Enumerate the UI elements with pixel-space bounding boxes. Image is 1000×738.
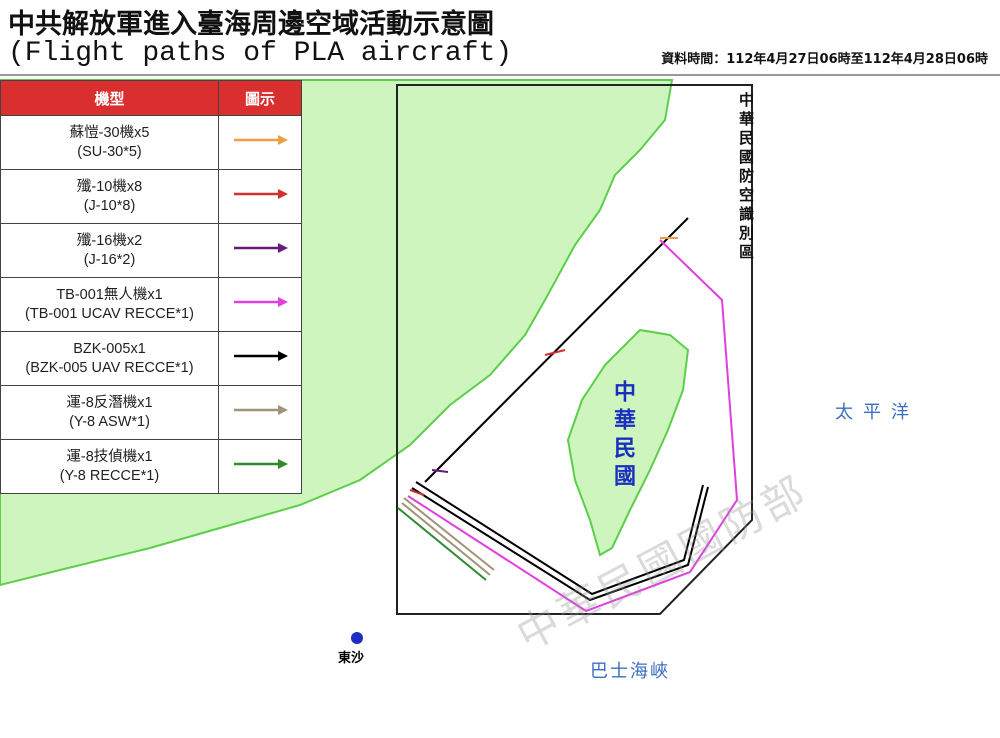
legend-symbol bbox=[218, 385, 302, 440]
legend-row: BZK-005x1 (BZK-005 UAV RECCE*1) bbox=[0, 331, 302, 386]
adiz-label: 中華民國防空識別區 bbox=[737, 92, 755, 263]
y8-recce-path bbox=[397, 507, 487, 581]
data-time: 資料時間：112年4月27日06時至112年4月28日06時 bbox=[661, 52, 988, 67]
flight-paths bbox=[397, 217, 739, 613]
aircraft-name-zh: 殲-16機x2 bbox=[76, 232, 143, 249]
legend-row: 殲-16機x2 (J-16*2) bbox=[0, 223, 302, 278]
aircraft-name-zh: 運-8技偵機x1 bbox=[66, 448, 153, 465]
taiwan-island bbox=[566, 328, 690, 557]
arrow-icon bbox=[234, 135, 288, 145]
aircraft-name-en: (J-16*2) bbox=[83, 251, 136, 268]
aircraft-name-en: (TB-001 UCAV RECCE*1) bbox=[25, 305, 194, 322]
legend-table: 機型 圖示 蘇愷-30機x5 (SU-30*5) 殲-10機x8 (J-10*8) … bbox=[0, 80, 302, 494]
bashi-label: 巴士海峽 bbox=[590, 661, 670, 682]
aircraft-type: TB-001無人機x1 (TB-001 UCAV RECCE*1) bbox=[0, 277, 219, 332]
y8-asw-path-b bbox=[401, 502, 491, 576]
arrow-icon bbox=[234, 405, 288, 415]
j16-marker bbox=[431, 469, 449, 473]
tb001-path bbox=[407, 239, 739, 613]
legend-row: 殲-10機x8 (J-10*8) bbox=[0, 169, 302, 224]
page-title: 中共解放軍進入臺海周邊空域活動示意圖 bbox=[8, 9, 494, 40]
arrow-icon bbox=[234, 351, 288, 361]
arrow-icon bbox=[234, 297, 288, 307]
adiz-boundary bbox=[396, 84, 753, 615]
divider bbox=[0, 74, 1000, 76]
y8-asw-path bbox=[403, 497, 495, 571]
aircraft-name-zh: 殲-10機x8 bbox=[76, 178, 143, 195]
legend-row: 運-8反潛機x1 (Y-8 ASW*1) bbox=[0, 385, 302, 440]
col-aircraft-type: 機型 bbox=[0, 80, 219, 116]
aircraft-type: 運-8技偵機x1 (Y-8 RECCE*1) bbox=[0, 439, 219, 494]
pacific-label: 太平洋 bbox=[835, 402, 919, 423]
aircraft-type: 運-8反潛機x1 (Y-8 ASW*1) bbox=[0, 385, 219, 440]
aircraft-type: 蘇愷-30機x5 (SU-30*5) bbox=[0, 115, 219, 170]
aircraft-name-en: (SU-30*5) bbox=[77, 143, 142, 160]
aircraft-type: 殲-16機x2 (J-16*2) bbox=[0, 223, 219, 278]
legend-symbol bbox=[218, 277, 302, 332]
bzk005-path-north bbox=[424, 217, 689, 483]
bzk005-path-south bbox=[411, 486, 709, 602]
aircraft-name-zh: 運-8反潛機x1 bbox=[66, 394, 153, 411]
legend-symbol bbox=[218, 169, 302, 224]
aircraft-name-zh: 蘇愷-30機x5 bbox=[69, 124, 150, 141]
aircraft-name-en: (J-10*8) bbox=[83, 197, 136, 214]
bzk005-path-south-b bbox=[415, 481, 704, 596]
taiwan-label: 中華民國 bbox=[610, 380, 635, 492]
legend-row: TB-001無人機x1 (TB-001 UCAV RECCE*1) bbox=[0, 277, 302, 332]
legend-symbol bbox=[218, 331, 302, 386]
col-symbol: 圖示 bbox=[218, 80, 302, 116]
arrow-icon bbox=[234, 243, 288, 253]
legend-row: 運-8技偵機x1 (Y-8 RECCE*1) bbox=[0, 439, 302, 494]
aircraft-type: 殲-10機x8 (J-10*8) bbox=[0, 169, 219, 224]
aircraft-name-zh: BZK-005x1 bbox=[73, 340, 146, 357]
arrow-icon bbox=[234, 459, 288, 469]
legend-symbol bbox=[218, 115, 302, 170]
aircraft-name-en: (Y-8 ASW*1) bbox=[69, 413, 150, 430]
legend-symbol bbox=[218, 439, 302, 494]
page-subtitle: (Flight paths of PLA aircraft) bbox=[8, 38, 513, 69]
aircraft-name-en: (BZK-005 UAV RECCE*1) bbox=[25, 359, 194, 376]
legend-symbol bbox=[218, 223, 302, 278]
dongsha-label: 東沙 bbox=[338, 651, 365, 666]
dongsha-dot bbox=[351, 632, 363, 644]
j10-marker-south bbox=[409, 489, 425, 496]
aircraft-type: BZK-005x1 (BZK-005 UAV RECCE*1) bbox=[0, 331, 219, 386]
aircraft-name-en: (Y-8 RECCE*1) bbox=[59, 467, 160, 484]
j10-marker bbox=[544, 349, 566, 356]
aircraft-name-zh: TB-001無人機x1 bbox=[56, 286, 163, 303]
arrow-icon bbox=[234, 189, 288, 199]
legend-row: 蘇愷-30機x5 (SU-30*5) bbox=[0, 115, 302, 170]
